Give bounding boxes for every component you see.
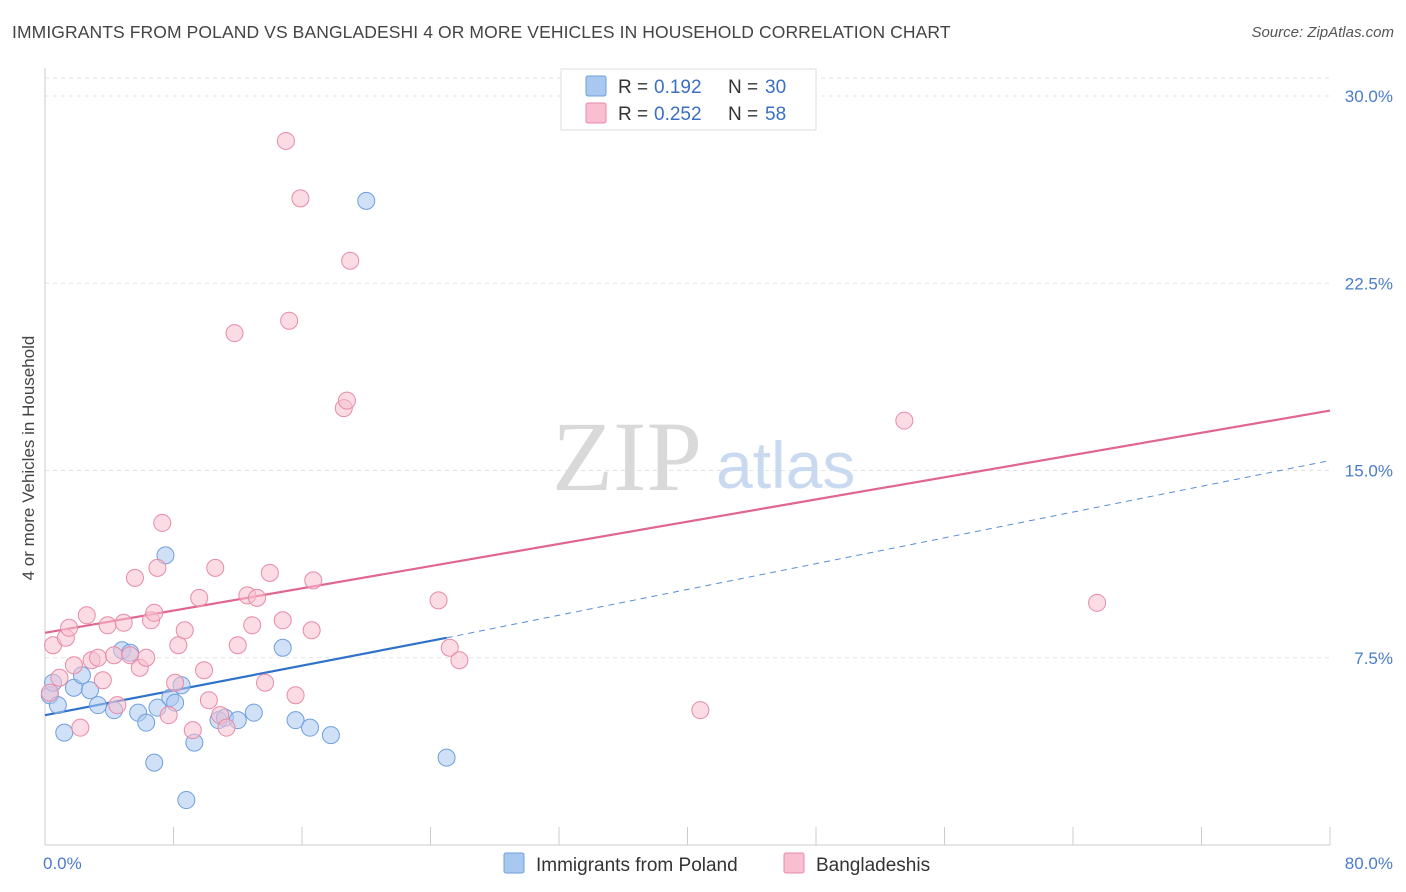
x-tick-label-1: 80.0%	[1345, 854, 1393, 873]
point-poland-26	[286, 711, 305, 730]
point-bangladeshis-2	[50, 668, 69, 687]
point-bangladeshis-42	[276, 131, 295, 150]
point-bangladeshis-38	[248, 588, 267, 607]
point-bangladeshis-20	[145, 603, 164, 622]
axes	[44, 68, 1331, 846]
legend-n-label-poland: N =	[728, 77, 758, 98]
point-bangladeshis-37	[243, 616, 262, 635]
point-bangladeshis-56	[1088, 593, 1107, 612]
y-tick-label-0: 7.5%	[1354, 649, 1393, 668]
point-bangladeshis-31	[206, 558, 225, 577]
trend-line-extension-0	[446, 460, 1331, 639]
point-poland-7	[89, 696, 108, 715]
x-tick-label-0: 0.0%	[43, 854, 82, 873]
point-bangladeshis-25	[169, 636, 188, 655]
point-bangladeshis-41	[273, 611, 292, 630]
series-legend-swatch-poland	[503, 852, 525, 874]
point-bangladeshis-4	[60, 618, 79, 637]
legend-n-value-bangladeshis: 58	[765, 104, 786, 125]
point-bangladeshis-50	[341, 251, 360, 270]
point-bangladeshis-28	[190, 588, 209, 607]
point-bangladeshis-22	[153, 513, 172, 532]
point-bangladeshis-29	[195, 661, 214, 680]
y-tick-label-3: 30.0%	[1345, 87, 1393, 106]
point-bangladeshis-0	[40, 683, 59, 702]
legend-n-label-bangladeshis: N =	[728, 104, 758, 125]
legend-r-label-poland: R =	[618, 77, 648, 98]
point-bangladeshis-12	[105, 646, 124, 665]
point-bangladeshis-16	[125, 568, 144, 587]
legend-swatch-bangladeshis	[585, 102, 607, 124]
y-axis-title: 4 or more Vehicles in Household	[19, 336, 38, 581]
point-bangladeshis-49	[337, 391, 356, 410]
point-bangladeshis-24	[166, 673, 185, 692]
point-bangladeshis-34	[225, 324, 244, 343]
point-bangladeshis-46	[302, 621, 321, 640]
point-bangladeshis-26	[175, 621, 194, 640]
watermark-atlas: atlas	[716, 428, 855, 502]
point-poland-13	[145, 753, 164, 772]
point-bangladeshis-47	[304, 571, 323, 590]
point-poland-28	[321, 726, 340, 745]
y-tick-label-2: 22.5%	[1345, 274, 1393, 293]
point-bangladeshis-39	[256, 673, 275, 692]
chart-source: Source: ZipAtlas.com	[1251, 24, 1394, 41]
point-bangladeshis-5	[64, 656, 83, 675]
legend-r-label-bangladeshis: R =	[618, 104, 648, 125]
point-bangladeshis-30	[199, 691, 218, 710]
data-points	[40, 131, 1107, 810]
point-bangladeshis-23	[159, 706, 178, 725]
point-bangladeshis-14	[114, 613, 133, 632]
legend-n-value-poland: 30	[765, 77, 786, 98]
watermark-zip: ZIP	[552, 401, 702, 512]
legend-r-value-bangladeshis: 0.252	[654, 104, 702, 125]
point-bangladeshis-13	[108, 696, 127, 715]
correlation-legend: R = 0.192 N = 30 R = 0.252 N = 58	[560, 68, 817, 131]
point-bangladeshis-40	[260, 563, 279, 582]
point-bangladeshis-10	[93, 671, 112, 690]
point-bangladeshis-21	[148, 558, 167, 577]
point-bangladeshis-7	[77, 606, 96, 625]
point-bangladeshis-35	[228, 636, 247, 655]
point-poland-30	[437, 748, 456, 767]
y-tick-label-1: 15.0%	[1345, 462, 1393, 481]
point-poland-3	[55, 723, 74, 742]
point-bangladeshis-44	[286, 686, 305, 705]
point-poland-27	[301, 718, 320, 737]
point-poland-25	[273, 638, 292, 657]
series-legend-swatch-bangladeshis	[783, 852, 805, 874]
gridlines	[45, 77, 1330, 659]
chart-title: IMMIGRANTS FROM POLAND VS BANGLADESHI 4 …	[12, 22, 951, 42]
point-poland-24	[244, 703, 263, 722]
series-legend-label-bangladeshis: Bangladeshis	[816, 855, 930, 876]
x-tick-labels: 0.0% 80.0%	[43, 854, 1393, 873]
y-tick-labels: 7.5% 15.0% 22.5% 30.0%	[1345, 87, 1393, 668]
legend-r-value-poland: 0.192	[654, 77, 702, 98]
point-bangladeshis-52	[440, 638, 459, 657]
point-bangladeshis-11	[98, 616, 117, 635]
point-poland-19	[177, 791, 196, 810]
point-bangladeshis-43	[280, 311, 299, 330]
point-bangladeshis-54	[691, 701, 710, 720]
point-poland-12	[137, 713, 156, 732]
point-bangladeshis-33	[217, 718, 236, 737]
point-bangladeshis-6	[71, 718, 90, 737]
watermark: ZIP atlas	[552, 401, 855, 512]
point-bangladeshis-55	[895, 411, 914, 430]
series-legend: Immigrants from Poland Bangladeshis	[503, 852, 930, 876]
series-legend-label-poland: Immigrants from Poland	[536, 855, 738, 876]
point-bangladeshis-27	[183, 721, 202, 740]
point-poland-29	[357, 191, 376, 210]
point-bangladeshis-51	[429, 591, 448, 610]
point-bangladeshis-9	[89, 648, 108, 667]
point-bangladeshis-53	[450, 651, 469, 670]
legend-swatch-poland	[585, 75, 607, 97]
point-poland-6	[80, 681, 99, 700]
point-bangladeshis-18	[137, 648, 156, 667]
point-bangladeshis-45	[291, 189, 310, 208]
